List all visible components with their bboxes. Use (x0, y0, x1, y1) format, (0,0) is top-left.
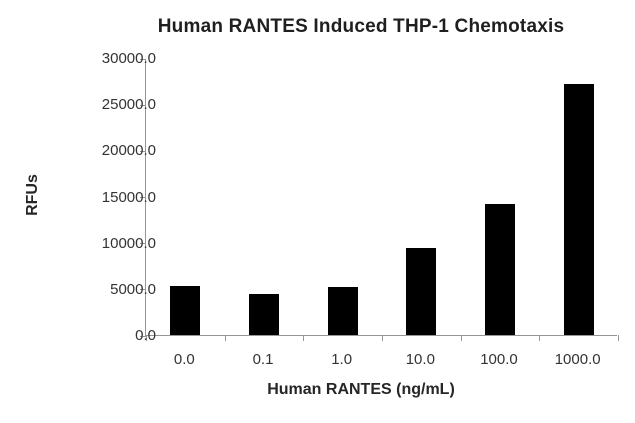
x-axis-tick-mark (224, 335, 226, 341)
plot-area (140, 58, 619, 341)
bar-0.1 (249, 294, 279, 335)
x-axis-tick-mark (146, 335, 147, 341)
y-axis-tick-mark (140, 104, 146, 106)
y-axis-tick-label: 25000.0 (101, 96, 156, 114)
x-axis-tick-mark (460, 335, 462, 341)
y-axis-tick-label: 10000.0 (101, 234, 156, 252)
y-axis-tick-mark (140, 243, 146, 245)
chart-title: Human RANTES Induced THP-1 Chemotaxis (157, 16, 565, 37)
bar-1000.0 (563, 83, 594, 335)
bar-0.0 (170, 286, 201, 335)
x-axis-tick-label: 0.0 (173, 351, 195, 368)
y-axis-tick-mark (140, 289, 146, 291)
bar-100.0 (485, 203, 515, 335)
y-axis-tick-mark (140, 58, 146, 60)
bar-1.0 (327, 287, 358, 335)
x-axis-tick-label: 100.0 (480, 351, 518, 368)
x-axis-title: Human RANTES (ng/mL) (267, 381, 455, 398)
x-axis-tick-label: 1000.0 (554, 351, 601, 368)
x-axis-tick-label: 0.1 (252, 351, 274, 368)
x-axis-tick-label: 1.0 (331, 351, 353, 368)
y-axis-tick-mark (140, 197, 146, 198)
y-axis-tick-mark (140, 335, 146, 337)
x-axis-tick-label: 10.0 (405, 351, 435, 368)
y-axis-tick-label: 0.0 (135, 327, 156, 344)
y-axis-tick-label: 20000.0 (101, 142, 156, 160)
y-axis-tick-label: 30000.0 (101, 50, 156, 67)
x-axis-tick-mark (382, 335, 383, 341)
y-axis-tick-label: 15000.0 (101, 188, 156, 206)
y-axis-title: RFUs (24, 174, 41, 216)
x-axis-tick-mark (303, 335, 305, 341)
y-axis-tick-mark (140, 150, 146, 152)
x-axis-tick-mark (539, 335, 541, 341)
x-axis-tick-mark (618, 335, 619, 341)
bar-10.0 (406, 248, 437, 335)
y-axis-tick-label: 5000.0 (110, 280, 156, 298)
